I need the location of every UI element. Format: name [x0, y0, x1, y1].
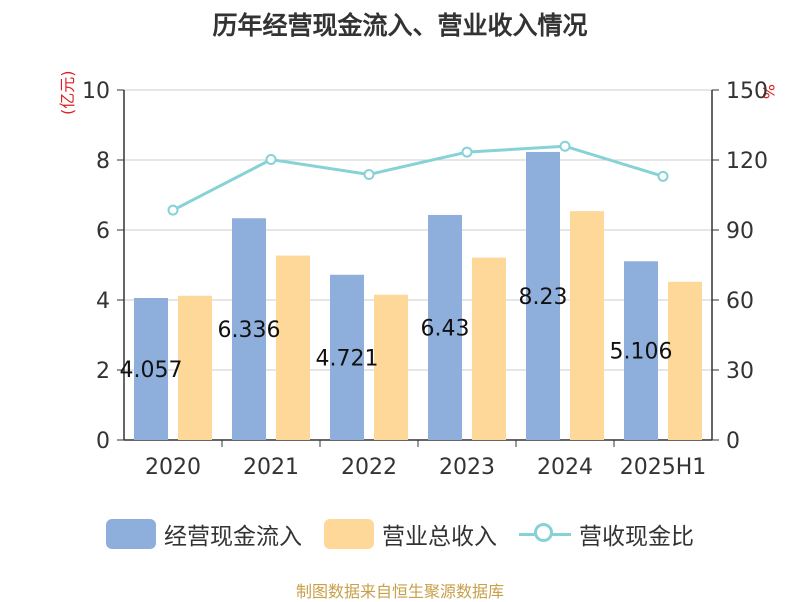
bar-cash-inflow	[428, 214, 462, 440]
x-tick-label: 2022	[341, 455, 397, 480]
right-tick-label: 60	[726, 289, 754, 314]
right-tick-label: 150	[726, 79, 768, 104]
data-label-cash-inflow: 8.23	[519, 285, 568, 310]
ratio-line	[172, 144, 664, 212]
legend: 经营现金流入 营业总收入 营收现金比	[0, 514, 800, 554]
bar-cash-inflow	[232, 218, 266, 440]
left-tick-label: 8	[96, 149, 110, 174]
x-tick-label: 2024	[537, 455, 593, 480]
right-tick-label: 30	[726, 359, 754, 384]
right-tick-label: 90	[726, 219, 754, 244]
legend-label-ratio: 营收现金比	[579, 524, 694, 550]
source-note: 制图数据来自恒生聚源数据库	[295, 582, 504, 601]
legend-swatch-ratio	[519, 519, 571, 549]
data-label-cash-inflow: 6.336	[218, 318, 281, 343]
legend-item-revenue[interactable]: 营业总收入	[324, 517, 497, 551]
left-tick-label: 4	[96, 289, 110, 314]
legend-swatch-revenue	[324, 519, 374, 549]
bar-revenue	[178, 295, 212, 440]
bar-cash-inflow	[526, 151, 560, 440]
bar-revenue	[374, 294, 408, 440]
legend-item-cash-inflow[interactable]: 经营现金流入	[106, 517, 302, 551]
legend-label-cash-inflow: 经营现金流入	[164, 524, 302, 550]
left-tick-label: 0	[96, 429, 110, 454]
x-tick-label: 2021	[243, 455, 299, 480]
left-tick-label: 2	[96, 359, 110, 384]
ratio-point	[167, 204, 179, 216]
bar-revenue	[570, 211, 604, 440]
legend-item-ratio[interactable]: 营收现金比	[519, 517, 694, 551]
bar-cash-inflow	[134, 298, 168, 440]
left-tick-label: 10	[82, 79, 110, 104]
right-tick-label: 0	[726, 429, 740, 454]
data-label-cash-inflow: 5.106	[610, 340, 673, 365]
bar-revenue	[668, 281, 702, 440]
bar-revenue	[472, 257, 506, 440]
right-tick-label: 120	[726, 149, 768, 174]
ratio-point	[559, 140, 571, 152]
x-tick-label: 2025H1	[620, 455, 707, 480]
legend-swatch-cash-inflow	[106, 519, 156, 549]
ratio-point	[363, 168, 375, 180]
chart-plot: 0 2 4 6 8 10 0 30 60 90 120 150 2020 2021 2022 2023 2024…	[82, 79, 768, 480]
data-label-cash-inflow: 4.057	[120, 358, 183, 383]
x-tick-label: 2020	[145, 455, 201, 480]
x-tick-label: 2023	[439, 455, 495, 480]
bar-cash-inflow	[330, 274, 364, 440]
ratio-point	[461, 146, 473, 158]
left-tick-label: 6	[96, 219, 110, 244]
ratio-point	[265, 154, 277, 166]
data-label-cash-inflow: 6.43	[421, 316, 470, 341]
data-label-cash-inflow: 4.721	[316, 346, 379, 371]
bar-revenue	[276, 255, 310, 440]
ratio-point	[657, 170, 669, 182]
chart-title: 历年经营现金流入、营业收入情况	[212, 11, 588, 40]
legend-label-revenue: 营业总收入	[382, 524, 497, 550]
bar-cash-inflow	[624, 261, 658, 440]
